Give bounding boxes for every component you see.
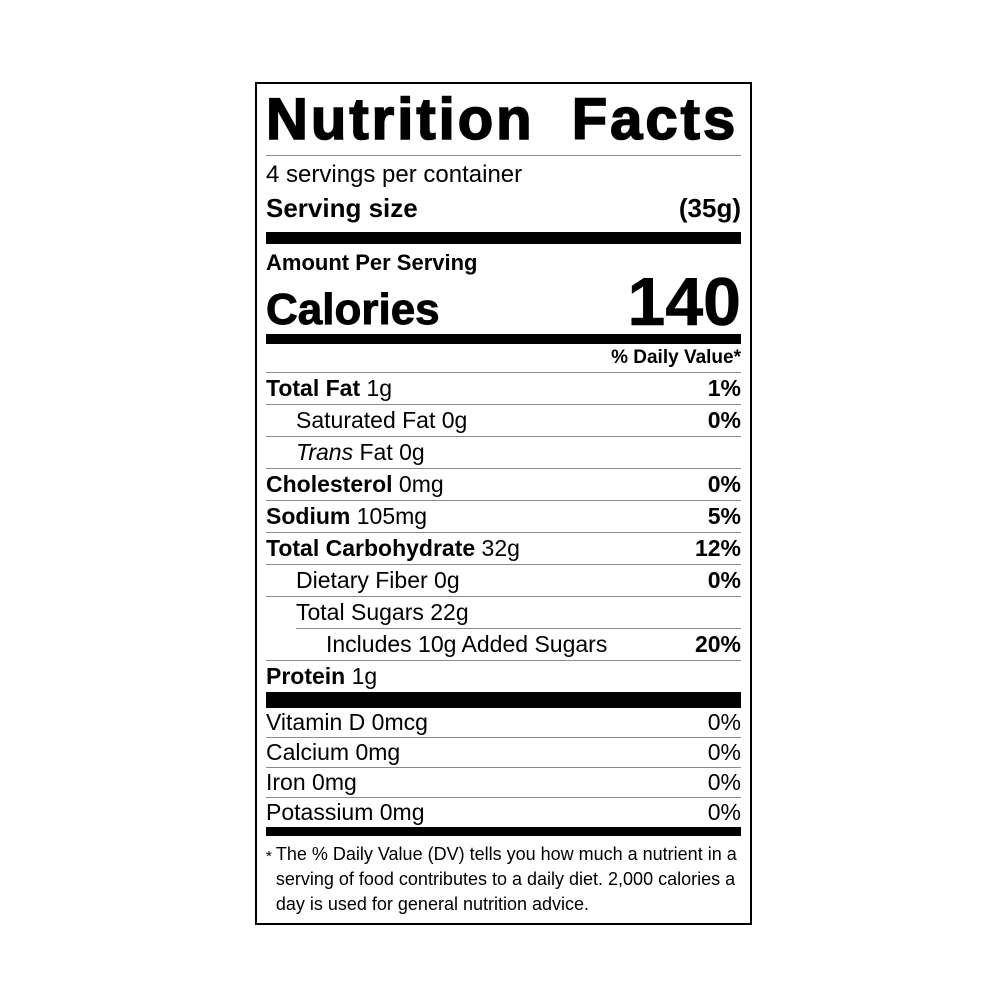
serving-size-row: Serving size (35g)	[266, 191, 741, 232]
label-title: Nutrition Facts	[265, 84, 741, 156]
calories-label: Calories	[266, 284, 441, 334]
nutrient-amount: 0g	[427, 567, 460, 594]
nutrient-row: Includes 10g Added Sugars 20%	[296, 627, 741, 660]
medium-rule-calories	[266, 333, 741, 344]
nutrient-name: Dietary Fiber	[296, 567, 428, 594]
nutrient-name: Saturated Fat	[296, 407, 436, 434]
thick-rule-protein	[266, 691, 741, 708]
calories-row: Calories 140	[266, 264, 742, 340]
vitamin-name: Vitamin D 0mcg	[266, 709, 428, 736]
vitamin-name: Potassium 0mg	[266, 799, 425, 826]
nutrient-dv: 0%	[707, 471, 741, 498]
nutrient-name: Cholesterol	[266, 471, 393, 498]
servings-per-container: 4 servings per container	[266, 161, 523, 188]
nutrient-row: Total Sugars 22g	[266, 595, 741, 628]
nutrient-row: Sodium 105mg 5%	[266, 499, 741, 532]
nutrient-dv: 1%	[707, 375, 741, 402]
nutrient-dv: 5%	[707, 503, 741, 530]
amount-per-serving-label: Amount Per Serving	[266, 250, 478, 275]
nutrient-amount: 105mg	[350, 503, 428, 530]
vitamin-row: Potassium 0mg 0%	[266, 796, 741, 827]
thick-rule-top	[266, 232, 741, 244]
nutrient-amount: 32g	[475, 535, 520, 562]
nutrient-row: Trans Fat 0g	[266, 435, 741, 468]
nutrient-amount: 1g	[345, 663, 378, 690]
vitamin-rows: Vitamin D 0mcg 0% Calcium 0mg 0% Iron 0mg 0% P…	[266, 708, 741, 827]
nutrient-amount: 22g	[423, 599, 469, 626]
calories-value: 140	[627, 264, 741, 340]
nutrient-dv: 20%	[694, 631, 741, 658]
nutrient-row: Total Carbohydrate 32g 12%	[266, 531, 741, 564]
nutrient-name: Sodium	[266, 503, 351, 530]
vitamin-row: Iron 0mg 0%	[266, 766, 741, 797]
vitamin-dv: 0%	[707, 709, 741, 736]
nutrient-row: Cholesterol 0mg 0%	[266, 467, 741, 500]
nutrient-dv: 0%	[707, 567, 741, 594]
nutrient-name: Includes 10g Added Sugars	[326, 631, 608, 658]
nutrition-facts-label: Nutrition Facts 4 servings per container…	[255, 82, 752, 925]
nutrient-name: Total Sugars	[296, 599, 424, 626]
nutrient-name: Protein	[266, 663, 346, 690]
nutrient-name: Total Fat	[266, 375, 361, 402]
footnote-text: The % Daily Value (DV) tells you how muc…	[275, 843, 737, 914]
footnote-asterisk: *	[266, 847, 272, 865]
daily-value-header: % Daily Value*	[611, 346, 741, 368]
vitamin-dv: 0%	[707, 799, 741, 826]
nutrient-row: Saturated Fat 0g 0%	[266, 403, 741, 436]
nutrient-name: Trans	[296, 439, 354, 466]
medium-rule-vitamins	[266, 826, 741, 836]
serving-size-value: (35g)	[678, 193, 741, 223]
nutrient-dv: 12%	[694, 535, 741, 562]
nutrient-name: Total Carbohydrate	[266, 535, 476, 562]
nutrient-amount: Fat 0g	[353, 439, 425, 466]
vitamin-name: Iron 0mg	[266, 769, 357, 796]
vitamin-dv: 0%	[707, 769, 741, 796]
nutrient-rows: Total Fat 1g 1% Saturated Fat 0g 0% Trans Fa…	[266, 371, 741, 692]
vitamin-name: Calcium 0mg	[266, 739, 401, 766]
nutrient-dv: 0%	[707, 407, 741, 434]
footnote: * The % Daily Value (DV) tells you how m…	[266, 836, 741, 917]
nutrient-amount: 0mg	[392, 471, 444, 498]
nutrient-amount: 1g	[360, 375, 393, 402]
vitamin-dv: 0%	[707, 739, 741, 766]
vitamin-row: Calcium 0mg 0%	[266, 736, 741, 767]
nutrient-amount: 0g	[435, 407, 468, 434]
vitamin-row: Vitamin D 0mcg 0%	[266, 708, 741, 737]
nutrient-row: Protein 1g	[266, 659, 741, 692]
serving-size-label: Serving size	[266, 193, 418, 223]
nutrient-row: Total Fat 1g 1%	[266, 371, 741, 404]
nutrient-row: Dietary Fiber 0g 0%	[266, 563, 741, 596]
